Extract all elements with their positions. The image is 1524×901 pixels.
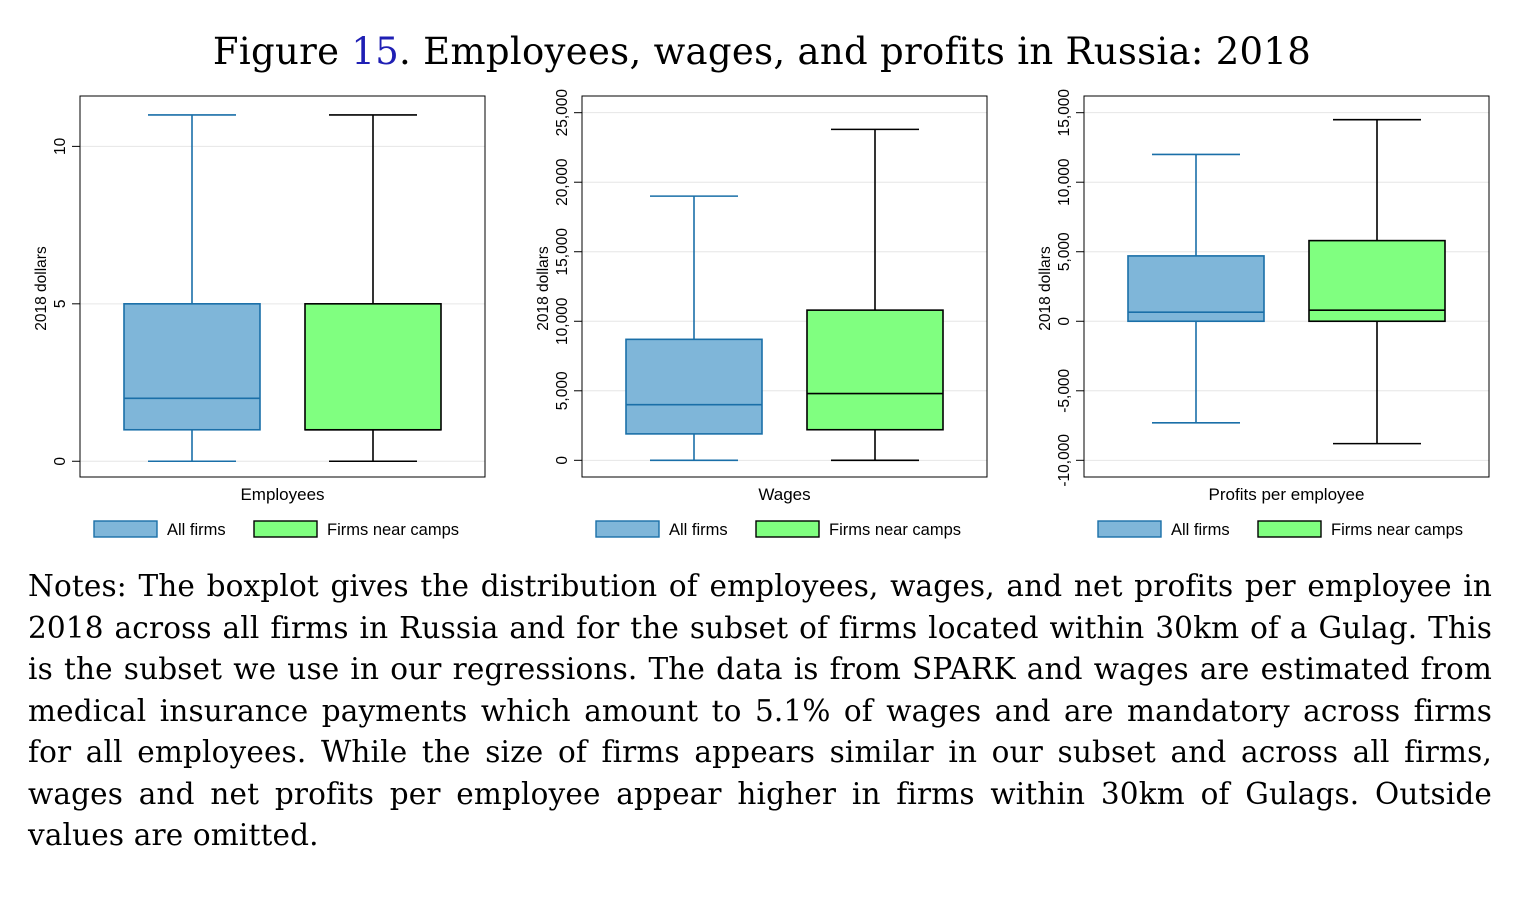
legend-swatch-firms-near-camps <box>755 520 820 538</box>
box-iqr <box>1308 239 1446 323</box>
box-all-firms <box>123 114 261 463</box>
legend: All firms Firms near camps <box>1097 520 1463 539</box>
y-tick-label: 20,000 <box>554 158 571 206</box>
y-tick-label: -5,000 <box>1056 368 1073 412</box>
box-iqr <box>806 309 944 431</box>
chart-panel-3: -10,000 -5,000 0 5,000 10,000 15,000 2018 doll… <box>1037 89 1490 539</box>
box-iqr <box>625 338 763 435</box>
boxplot-figure: 0 5 10 2018 dollars Employees All firms Firms … <box>33 89 1490 539</box>
box-all-firms <box>625 195 763 462</box>
legend-swatch-firms-near-camps <box>253 520 318 538</box>
legend-swatch-all-firms <box>93 520 158 538</box>
box-iqr <box>304 303 442 431</box>
legend: All firms Firms near camps <box>595 520 961 539</box>
legend-swatch-all-firms <box>595 520 660 538</box>
y-tick-label: 0 <box>1056 317 1073 326</box>
box-firms-near-camps <box>304 114 442 463</box>
y-tick-label: 10,000 <box>1056 158 1073 206</box>
legend-swatch-all-firms <box>1097 520 1162 538</box>
x-axis-title: Wages <box>758 485 810 504</box>
legend: All firms Firms near camps <box>93 520 459 539</box>
figure-label: Figure <box>212 30 340 73</box>
x-axis-title: Profits per employee <box>1209 485 1365 504</box>
plot-frame <box>1083 95 1490 478</box>
box-all-firms <box>1127 153 1265 424</box>
legend-label-all-firms: All firms <box>167 521 226 539</box>
box-iqr <box>1127 255 1265 323</box>
chart-panel-2: 0 5,000 10,000 15,000 20,000 25,000 2018 dolla… <box>535 89 988 539</box>
legend-label-firms-near-camps: Firms near camps <box>1331 521 1463 539</box>
y-tick-label: 15,000 <box>554 228 571 276</box>
legend-label-firms-near-camps: Firms near camps <box>829 521 961 539</box>
x-axis-title: Employees <box>240 485 324 504</box>
y-axis-title: 2018 dollars <box>1037 246 1054 331</box>
chart-panel-1: 0 5 10 2018 dollars Employees All firms Firms … <box>33 95 486 539</box>
y-tick-label: -10,000 <box>1056 434 1073 487</box>
box-iqr <box>123 303 261 431</box>
legend-label-all-firms: All firms <box>1171 521 1230 539</box>
y-tick-label: 0 <box>554 456 571 465</box>
y-tick-label: 25,000 <box>554 89 571 137</box>
figure-title-text: . Employees, wages, and profits in Russi… <box>399 30 1312 73</box>
box-firms-near-camps <box>806 128 944 462</box>
legend-swatch-firms-near-camps <box>1257 520 1322 538</box>
y-axis-title: 2018 dollars <box>33 246 50 331</box>
box-firms-near-camps <box>1308 118 1446 445</box>
figure-number-link[interactable]: 15 <box>351 30 400 73</box>
y-tick-label: 5,000 <box>554 371 571 410</box>
legend-label-all-firms: All firms <box>669 521 728 539</box>
y-axis-title: 2018 dollars <box>535 246 552 331</box>
y-tick-label: 10 <box>52 137 69 155</box>
figure-notes: Notes: The boxplot gives the distributio… <box>28 569 1492 852</box>
plot-frame <box>79 95 486 478</box>
y-tick-label: 10,000 <box>554 297 571 345</box>
figure-title: Figure 15. Employees, wages, and profits… <box>0 30 1524 73</box>
plot-frame <box>581 95 988 478</box>
y-tick-label: 15,000 <box>1056 89 1073 137</box>
legend-label-firms-near-camps: Firms near camps <box>327 521 459 539</box>
y-tick-label: 0 <box>52 457 69 466</box>
y-tick-label: 5,000 <box>1056 232 1073 271</box>
y-tick-label: 5 <box>52 300 69 309</box>
